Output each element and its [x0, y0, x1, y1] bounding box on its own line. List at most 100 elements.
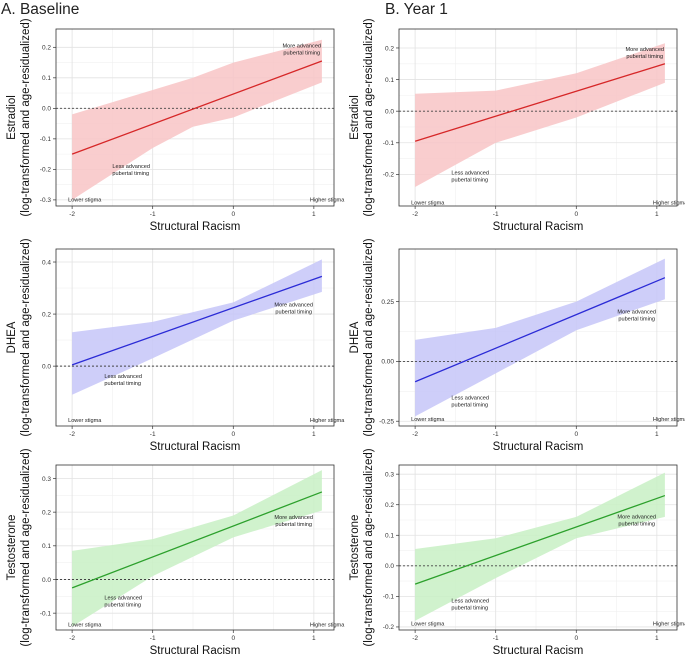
- x-tick-label: -2: [69, 431, 75, 438]
- y-tick-label: 0.2: [385, 45, 394, 52]
- plot-border: [55, 248, 335, 427]
- annotation-line: pubertal timing: [451, 403, 488, 409]
- y-tick-label: 0.1: [42, 543, 51, 550]
- y-axis-subtitle: (log-transformed and age-residualized): [20, 18, 32, 216]
- y-tick-label: -0.1: [40, 610, 52, 617]
- annotation-line: Lower stigma: [68, 623, 102, 629]
- y-axis-title: Testosterone: [6, 515, 18, 581]
- annotation-line: More advanced: [625, 47, 664, 53]
- y-axis-subtitle: (log-transformed and age-residualized): [20, 448, 32, 646]
- plot-border: [55, 28, 335, 207]
- y-tick-label: 0.0: [385, 563, 394, 570]
- annotation-label: Lower stigma: [411, 200, 445, 206]
- x-tick-label: -1: [493, 211, 499, 218]
- y-axis-subtitle: (log-transformed and age-residualized): [363, 18, 375, 216]
- y-tick-label: 0.0: [42, 577, 51, 584]
- x-axis-title: Structural Racism: [150, 645, 241, 657]
- y-tick-label: 0.2: [42, 311, 51, 318]
- y-tick-label: 0.0: [42, 106, 51, 113]
- y-tick-label: -0.25: [379, 419, 394, 426]
- chart-testosterone-baseline: More advanced pubertal timing Less advance…: [6, 448, 345, 657]
- annotation-line: Higher stigma: [310, 418, 345, 424]
- annotation-line: Higher stigma: [653, 417, 685, 423]
- plot-border: [55, 464, 335, 631]
- x-tick-label: -2: [69, 211, 75, 218]
- x-axis-title: Structural Racism: [493, 441, 584, 453]
- annotation-label: Lower stigma: [68, 197, 102, 203]
- x-axis-title: Structural Racism: [493, 645, 584, 657]
- annotation-label: More advanced pubertal timing: [274, 302, 313, 315]
- annotation-label: Less advanced pubertal timing: [112, 164, 150, 177]
- annotation-line: Less advanced: [451, 599, 489, 605]
- annotation-label: Lower stigma: [411, 417, 445, 423]
- y-tick-label: 0.25: [381, 299, 394, 306]
- annotation-line: Less advanced: [104, 374, 142, 380]
- annotation-line: pubertal timing: [451, 177, 488, 183]
- y-axis-title: Estradiol: [349, 95, 361, 140]
- y-axis-title: DHEA: [349, 321, 361, 353]
- annotation-line: pubertal timing: [451, 606, 488, 612]
- y-axis-title: Estradiol: [6, 95, 18, 140]
- annotation-line: More advanced: [282, 43, 321, 49]
- x-axis-title: Structural Racism: [150, 441, 241, 453]
- x-tick-label: -1: [150, 635, 156, 642]
- plot-border: [398, 464, 678, 631]
- annotation-line: Lower stigma: [411, 417, 445, 423]
- annotation-label: Lower stigma: [411, 621, 445, 627]
- x-axis-title: Structural Racism: [493, 221, 584, 233]
- x-tick-label: -1: [150, 211, 156, 218]
- annotation-line: Higher stigma: [310, 623, 345, 629]
- confidence-band: [415, 258, 665, 417]
- annotation-line: Higher stigma: [653, 200, 685, 206]
- annotation-label: Less advanced pubertal timing: [451, 396, 489, 409]
- y-tick-label: 0.2: [385, 502, 394, 509]
- x-tick-label: -1: [493, 635, 499, 642]
- annotation-line: pubertal timing: [275, 309, 312, 315]
- annotation-line: Lower stigma: [68, 418, 102, 424]
- y-tick-label: -0.1: [40, 136, 52, 143]
- annotation-line: pubertal timing: [283, 50, 320, 56]
- annotation-label: Higher stigma: [653, 621, 685, 627]
- y-tick-label: -0.2: [383, 172, 395, 179]
- annotation-line: More advanced: [274, 515, 313, 521]
- y-tick-label: 0.2: [42, 45, 51, 52]
- annotation-line: Less advanced: [112, 164, 150, 170]
- annotation-label: More advanced pubertal timing: [617, 514, 656, 527]
- y-tick-label: 0.1: [385, 77, 394, 84]
- annotation-label: Higher stigma: [653, 417, 685, 423]
- x-tick-label: 1: [655, 635, 659, 642]
- x-tick-label: 0: [231, 211, 235, 218]
- y-tick-label: 0.0: [385, 108, 394, 115]
- y-axis-subtitle: (log-transformed and age-residualized): [363, 448, 375, 646]
- annotation-line: More advanced: [617, 310, 656, 316]
- annotation-line: Less advanced: [104, 596, 142, 602]
- y-axis-subtitle: (log-transformed and age-residualized): [20, 238, 32, 436]
- regression-line: [414, 63, 666, 142]
- annotation-line: pubertal timing: [618, 317, 655, 323]
- confidence-band: [72, 470, 322, 627]
- annotation-line: pubertal timing: [112, 171, 149, 177]
- confidence-band: [415, 43, 665, 188]
- annotation-line: pubertal timing: [104, 381, 141, 387]
- y-tick-label: 0.1: [385, 533, 394, 540]
- annotation-line: Lower stigma: [68, 197, 102, 203]
- y-tick-label: -0.3: [40, 197, 52, 204]
- annotation-label: Lower stigma: [68, 623, 102, 629]
- annotation-label: Higher stigma: [653, 200, 685, 206]
- annotation-line: Less advanced: [451, 170, 489, 176]
- regression-line: [414, 277, 666, 383]
- regression-line: [71, 275, 323, 366]
- annotation-line: pubertal timing: [618, 521, 655, 527]
- annotation-line: Higher stigma: [310, 197, 345, 203]
- annotation-label: Less advanced pubertal timing: [451, 170, 489, 183]
- x-tick-label: 0: [231, 431, 235, 438]
- annotation-line: pubertal timing: [626, 54, 663, 60]
- x-tick-label: 1: [312, 635, 316, 642]
- y-axis-subtitle: (log-transformed and age-residualized): [363, 238, 375, 436]
- x-tick-label: -2: [412, 635, 418, 642]
- annotation-label: More advanced pubertal timing: [274, 515, 313, 528]
- confidence-band: [415, 472, 665, 621]
- x-tick-label: 0: [574, 635, 578, 642]
- x-tick-label: 0: [231, 635, 235, 642]
- x-tick-label: 1: [312, 431, 316, 438]
